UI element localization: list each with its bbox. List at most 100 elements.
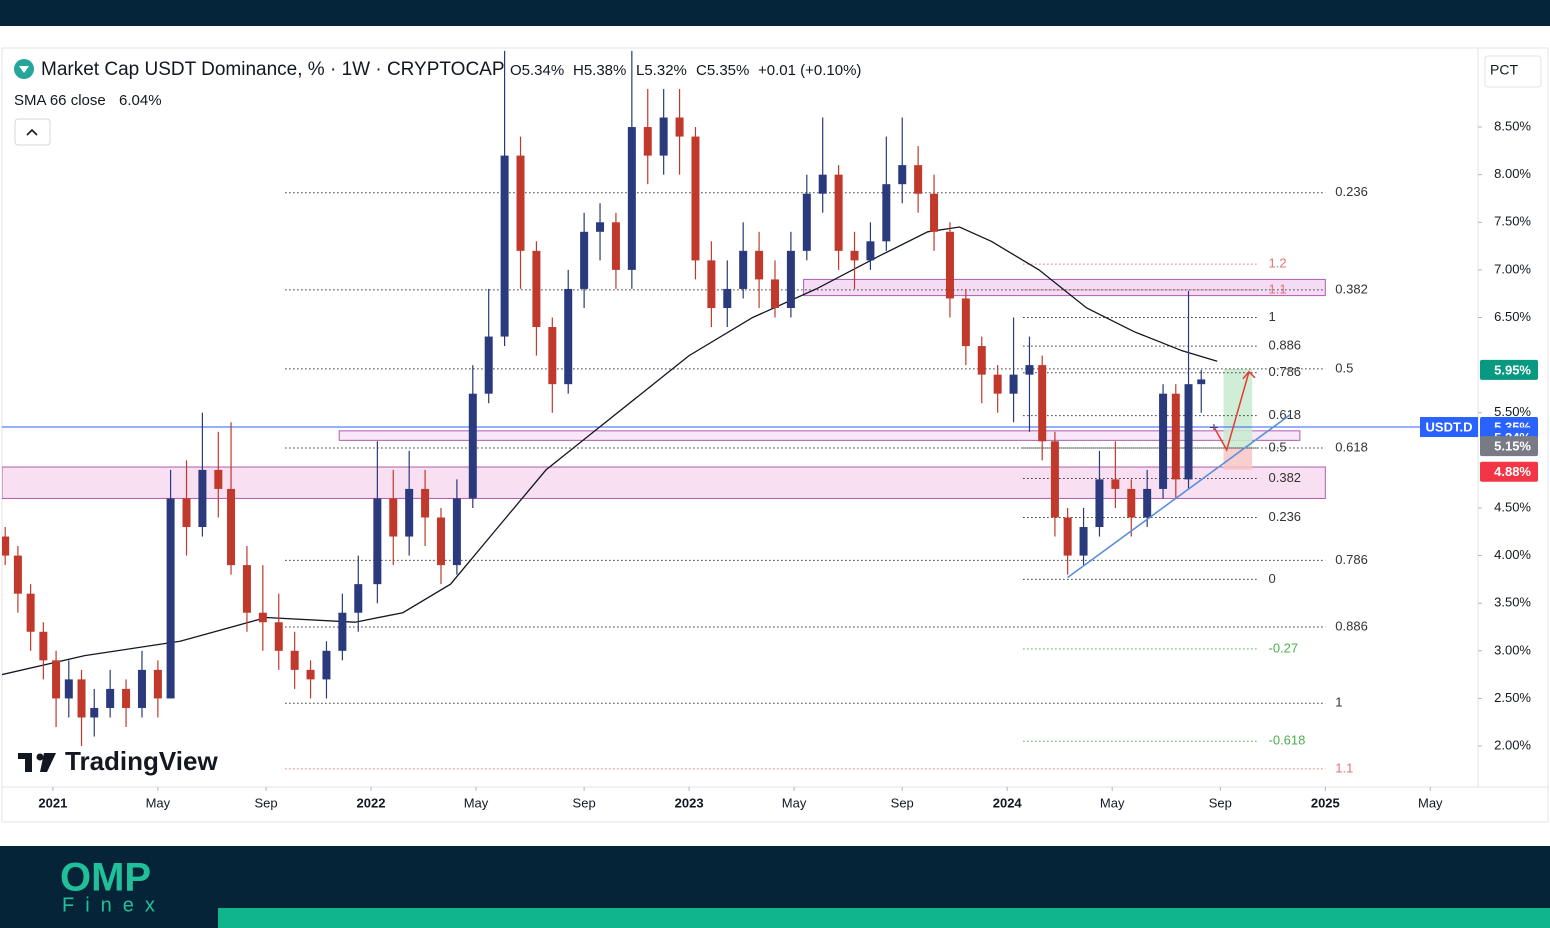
candle-body [675, 117, 684, 137]
candle-body [914, 165, 923, 194]
x-tick-label: May [146, 795, 171, 810]
fib-label: 1.2 [1269, 256, 1287, 271]
candle-body [993, 374, 1002, 394]
x-tick-label: Sep [254, 795, 277, 810]
fib-label: 1.1 [1335, 760, 1353, 775]
top-bar [0, 0, 1550, 26]
candle-body [77, 679, 86, 718]
sma-line [2, 226, 1218, 676]
zone [2, 466, 1326, 499]
y-tick-label: 5.50% [1494, 404, 1531, 419]
candle-body [770, 279, 779, 308]
candle-body [834, 174, 843, 251]
candle-body [26, 593, 35, 632]
candle-body [64, 679, 73, 699]
candle-body [227, 488, 236, 566]
watermark: TradingView [65, 746, 218, 776]
zone [1223, 447, 1253, 470]
fib-label: 0.5 [1335, 360, 1353, 375]
candle-body [182, 498, 191, 528]
candle-body [1127, 488, 1136, 518]
candle-body [13, 555, 22, 594]
plot-area: 0.236 0.382 0.5 0.618 0.786 0.886 1 1.1 1.2 1.1 1 0… [2, 50, 1478, 775]
candle-body [153, 669, 162, 699]
y-tick-label: 8.00% [1494, 166, 1531, 181]
y-tick-label: 6.50% [1494, 309, 1531, 324]
x-tick-label: May [1418, 795, 1443, 810]
price-badge-label: 4.88% [1494, 464, 1531, 479]
candle-body [850, 250, 859, 261]
y-tick-label: 2.50% [1494, 690, 1531, 705]
projection-arrow [1213, 371, 1250, 452]
candle-body [137, 669, 146, 708]
symbol-tag: USDT.D [1426, 419, 1473, 434]
y-tick-label: 7.50% [1494, 214, 1531, 229]
candle-body [898, 165, 907, 185]
candle-body [354, 584, 363, 613]
y-tick-label: 3.50% [1494, 595, 1531, 610]
candle-body [421, 488, 430, 518]
fib-label: 0.786 [1269, 364, 1302, 379]
candle-body [1184, 384, 1193, 480]
x-tick-label: May [464, 795, 489, 810]
candle-body [106, 688, 115, 708]
candle-body [930, 193, 939, 232]
legend-open: O5.34% [510, 62, 564, 79]
candle-body [882, 184, 891, 242]
fib-label: -0.27 [1269, 640, 1299, 655]
y-tick-label: 3.00% [1494, 642, 1531, 657]
x-tick-label: Sep [573, 795, 596, 810]
indicator-value: 6.04% [119, 92, 162, 109]
price-badge [1480, 436, 1538, 457]
candle-body [484, 336, 493, 394]
collapse-icon [26, 128, 38, 136]
candle-body [516, 155, 525, 251]
candle-body [452, 498, 461, 566]
fib-label: 0 [1269, 571, 1276, 586]
symbol-logo-mark [19, 66, 29, 73]
candle-body [39, 631, 48, 661]
x-tick-label: 2023 [675, 795, 704, 810]
candle-body [122, 688, 131, 708]
candle-body [691, 136, 700, 261]
candle-body [2, 536, 10, 556]
collapse-button[interactable] [14, 118, 51, 146]
candle-body [596, 222, 605, 232]
trendline [1067, 413, 1291, 579]
fib-label: 0.236 [1269, 509, 1302, 524]
candle-body [338, 612, 347, 651]
candle-body [322, 650, 331, 680]
candle-body [977, 346, 986, 375]
candle-body [1159, 393, 1168, 489]
y-tick-label: 8.50% [1494, 118, 1531, 133]
x-tick-label: Sep [891, 795, 914, 810]
candle-body [306, 669, 315, 680]
candle-body [580, 231, 589, 289]
symbol-tag-box [1420, 417, 1478, 438]
candle-body [1079, 527, 1088, 556]
brand-sub: Finex [62, 894, 166, 916]
candle-body [1038, 365, 1047, 442]
axes: 2.00% 2.50% 3.00% 3.50% 4.00% 4.50% 5.50% 6.50%… [38, 118, 1538, 810]
candle-body [500, 155, 509, 337]
candle-body [405, 488, 414, 537]
candle-body [548, 327, 557, 385]
candle-body [214, 469, 223, 489]
candle-body [1143, 488, 1152, 518]
scale-mode-button[interactable] [1484, 55, 1542, 88]
candle-body [659, 117, 668, 156]
fib-label: 0.382 [1269, 470, 1302, 485]
candle-body [1050, 441, 1059, 518]
fib-label: 0.5 [1269, 439, 1287, 454]
zone [338, 430, 1301, 441]
candle-body [290, 650, 299, 670]
candle-body [1171, 393, 1180, 480]
footer-accent [218, 908, 1550, 928]
y-tick-label: 2.00% [1494, 737, 1531, 752]
brand-name: OMP [60, 856, 151, 900]
candle-body [1009, 374, 1018, 394]
candle-body [818, 174, 827, 194]
fib-label: 0.886 [1335, 618, 1368, 633]
candle-body [436, 517, 445, 566]
